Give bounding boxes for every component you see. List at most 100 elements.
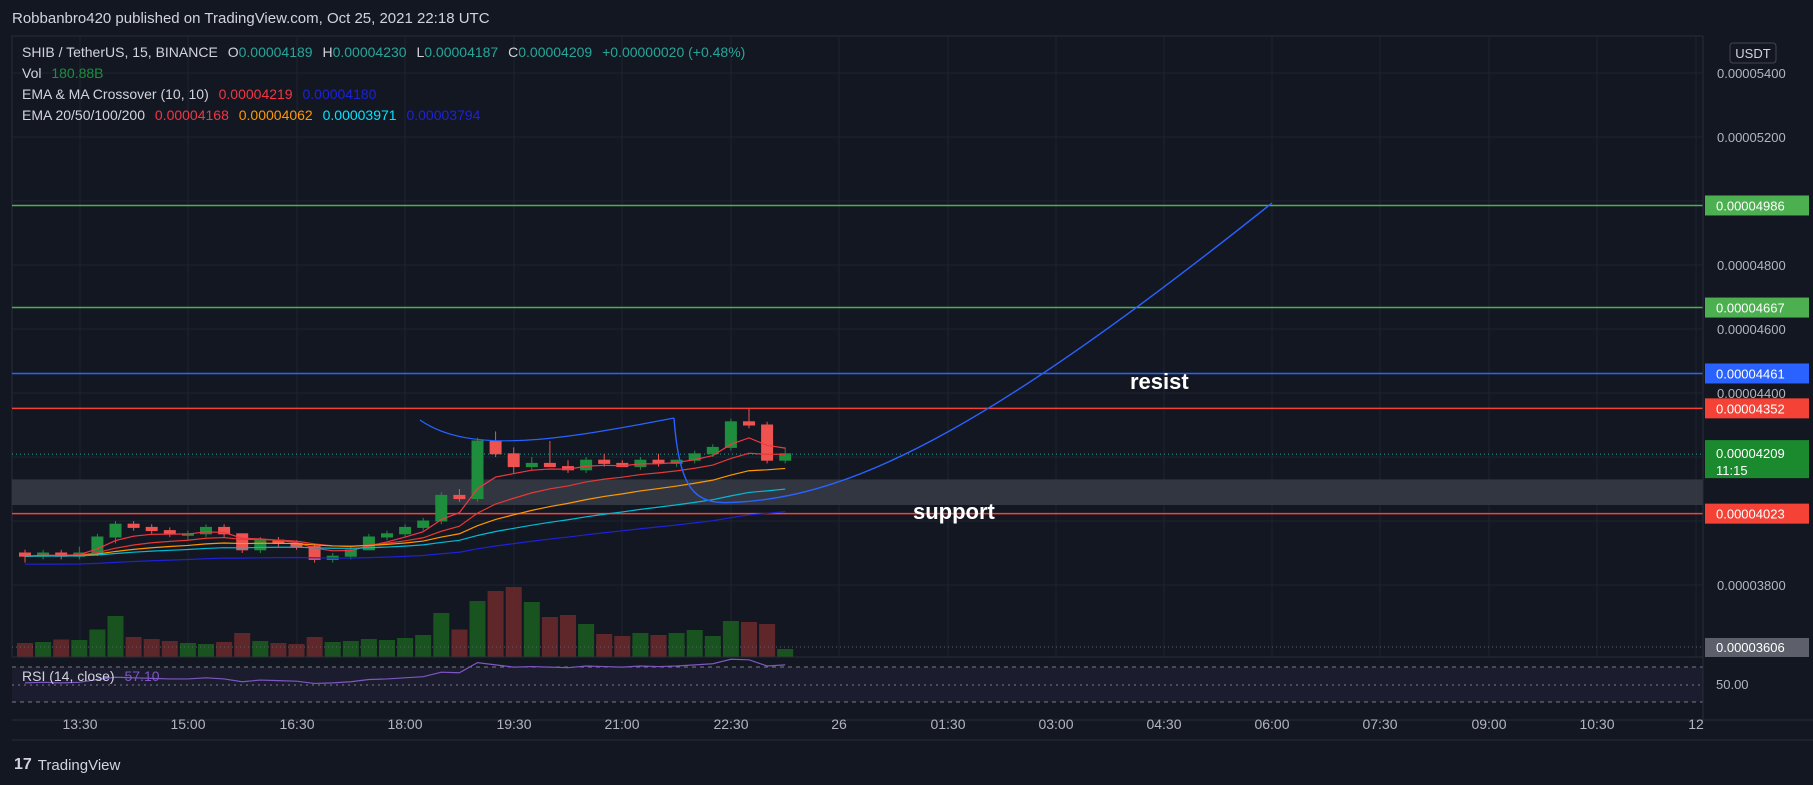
candle-body — [200, 526, 212, 535]
ohlc-open-label: O — [227, 44, 239, 60]
candle-body — [471, 440, 484, 500]
candle-body — [417, 520, 430, 528]
candle-body — [236, 533, 249, 551]
published-header: Robbanbro420 published on TradingView.co… — [12, 10, 490, 27]
volume-bar — [234, 633, 251, 657]
volume-bar — [143, 639, 160, 657]
level-tag-label: 0.00004986 — [1716, 198, 1785, 213]
ema-20-line — [24, 452, 786, 557]
ohlc-low: 0.00004187 — [424, 44, 499, 60]
volume-bar — [523, 602, 540, 657]
candle-body — [543, 462, 556, 468]
price-pane — [11, 35, 1704, 658]
rsi-value: 57.10 — [124, 668, 160, 684]
candle-body — [724, 421, 737, 448]
rsi-legend[interactable]: RSI (14, close) 57.10 — [22, 668, 166, 684]
level-tag — [1705, 363, 1809, 384]
time-axis-tick: 07:30 — [1362, 716, 1397, 732]
vol-value: 180.88B — [51, 65, 104, 81]
annotation-resist: resist — [1130, 369, 1189, 394]
ema-ma-label: EMA & MA Crossover (10, 10) — [22, 86, 209, 102]
low-tag-label: 0.00003606 — [1716, 640, 1785, 655]
volume-bar — [469, 601, 486, 657]
ema-multi-legend[interactable]: EMA 20/50/100/200 0.00004168 0.00004062 … — [22, 107, 486, 123]
currency-label: USDT — [1735, 46, 1770, 61]
price-axis-tick: 0.00004800 — [1717, 258, 1786, 273]
volume-bar — [578, 624, 595, 657]
volume-bar — [759, 624, 776, 657]
price-axis-tick: 0.00005400 — [1717, 66, 1786, 81]
support-zone — [12, 479, 1703, 505]
candle-body — [218, 526, 231, 535]
vol-label: Vol — [22, 65, 42, 81]
volume-bar — [451, 629, 468, 657]
volume-bar — [433, 613, 450, 657]
time-axis-tick: 21:00 — [604, 716, 639, 732]
time-axis-tick: 26 — [831, 716, 847, 732]
candle-body — [779, 453, 792, 461]
candle-body — [344, 549, 357, 557]
ema-ma-legend[interactable]: EMA & MA Crossover (10, 10) 0.00004219 0… — [22, 86, 382, 102]
volume-bar — [360, 639, 377, 657]
annotation-support: support — [913, 499, 996, 524]
ema-50-value: 0.00004062 — [238, 107, 313, 123]
price-axis-tick: 0.00004400 — [1717, 386, 1786, 401]
volume-bar — [777, 649, 794, 657]
volume-bar — [650, 635, 667, 657]
vol-legend[interactable]: Vol 180.88B — [22, 65, 110, 81]
price-axis-tick: 0.00005200 — [1717, 130, 1786, 145]
volume-bar — [541, 617, 558, 657]
time-axis-tick: 15:00 — [170, 716, 205, 732]
symbol-legend: SHIB / TetherUS, 15, BINANCE O0.00004189… — [22, 44, 751, 60]
rsi-band — [12, 667, 1703, 702]
level-tag-label: 0.00004667 — [1716, 301, 1785, 316]
time-axis-tick: 06:00 — [1254, 716, 1289, 732]
volume-bar — [397, 638, 414, 657]
ema-100-value: 0.00003971 — [322, 107, 397, 123]
volume-bar — [596, 634, 613, 657]
currency-button — [1729, 42, 1777, 64]
tradingview-brand: TradingView — [37, 756, 121, 774]
volume-bar — [668, 633, 685, 657]
volume-bar — [741, 622, 757, 657]
rsi-axis-tick: 50.00 — [1716, 677, 1749, 692]
candle-body — [362, 536, 375, 551]
volume-bar — [71, 640, 88, 657]
volume-bar — [415, 635, 432, 657]
time-axis-tick: 01:30 — [930, 716, 965, 732]
volume-bar — [89, 629, 106, 657]
ema-200-line — [24, 511, 786, 565]
volume-bar — [306, 637, 323, 657]
projection-curve — [673, 202, 1273, 504]
ema-ma-line — [24, 437, 786, 557]
volume-bar — [270, 643, 287, 657]
volume-bar — [53, 639, 70, 657]
ema-20-value: 0.00004168 — [154, 107, 229, 123]
tradingview-logo[interactable]: 17 TradingView — [14, 756, 120, 774]
price-axis-tick: 0.00004600 — [1717, 322, 1786, 337]
volume-bar — [632, 633, 649, 657]
level-tag — [1705, 398, 1809, 419]
rsi-label: RSI (14, close) — [22, 668, 115, 684]
ohlc-close-label: C — [508, 44, 519, 60]
candle-body — [706, 446, 719, 455]
time-axis-tick: 19:30 — [496, 716, 531, 732]
price-axis-tick: 0.00003800 — [1717, 578, 1786, 593]
rsi-line — [24, 658, 786, 685]
candle-body — [254, 539, 267, 551]
ema-ma-value-2: 0.00004180 — [302, 86, 377, 102]
ema-50-line — [24, 467, 786, 557]
level-tag-label: 0.00004461 — [1716, 366, 1785, 381]
candle-body — [308, 546, 321, 560]
ohlc-close: 0.00004209 — [518, 44, 593, 60]
symbol-name[interactable]: SHIB / TetherUS, 15, BINANCE — [22, 44, 218, 60]
volume-bar — [487, 591, 504, 657]
ema-100-line — [24, 488, 786, 557]
volume-bar — [614, 636, 631, 657]
volume-bar — [35, 642, 52, 657]
volume-bar — [17, 643, 33, 657]
volume-bar — [686, 630, 703, 657]
ohlc-change: +0.00000020 (+0.48%) — [602, 44, 746, 60]
